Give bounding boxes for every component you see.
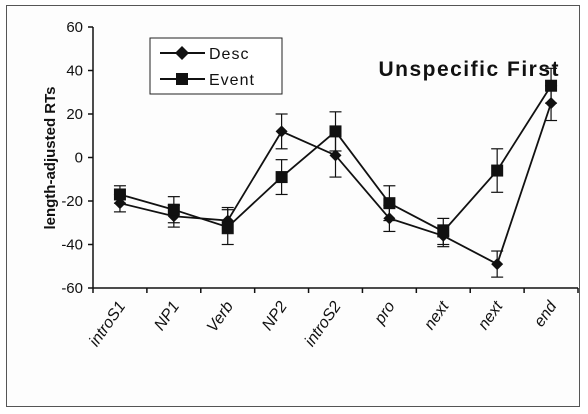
y-tick-label: 20 [66, 106, 83, 123]
point-event [383, 197, 396, 210]
y-tick-label: 60 [66, 19, 83, 36]
legend-label-desc: Desc [209, 46, 249, 63]
point-event [275, 171, 288, 184]
axes [88, 26, 579, 293]
x-tick-label: end [531, 298, 561, 331]
y-tick-label: 0 [75, 150, 83, 167]
legend-marker-event [176, 73, 188, 85]
y-tick-labels: -60 -40 -20 0 20 40 60 [61, 19, 83, 297]
point-event [221, 221, 234, 234]
y-tick-label: 40 [66, 63, 83, 80]
x-tick-label: Verb [204, 298, 237, 335]
point-event [545, 79, 558, 92]
point-desc [275, 125, 288, 138]
legend: Desc Event [149, 37, 283, 95]
x-tick-label: introS1 [86, 299, 129, 350]
legend-box [149, 37, 283, 95]
series-markers [113, 79, 558, 271]
chart-frame [6, 5, 580, 407]
point-event [437, 225, 450, 238]
point-desc [383, 212, 396, 225]
x-tick-label: introS2 [302, 298, 345, 349]
y-tick-label: -60 [61, 280, 83, 297]
point-event [113, 188, 126, 201]
y-axis-title: length-adjusted RTs [42, 86, 59, 229]
point-desc [329, 149, 342, 162]
y-tick-label: -20 [61, 193, 83, 210]
point-event [329, 125, 342, 138]
x-tick-label: next [421, 298, 453, 333]
y-tick-label: -40 [61, 237, 83, 254]
chart-title: Unspecific First [378, 58, 560, 81]
point-desc [491, 258, 504, 271]
legend-label-event: Event [209, 72, 255, 89]
point-desc [545, 97, 558, 110]
error-bars [113, 67, 558, 278]
x-tick-labels: introS1 NP1 Verb NP2 introS2 pro next next end [86, 298, 561, 350]
legend-marker-desc [175, 46, 189, 60]
x-tick-label: NP2 [259, 298, 291, 333]
point-event [491, 164, 504, 177]
point-event [167, 203, 180, 216]
x-tick-label: NP1 [151, 299, 183, 334]
x-tick-label: pro [371, 298, 399, 328]
x-tick-label: next [475, 298, 507, 333]
